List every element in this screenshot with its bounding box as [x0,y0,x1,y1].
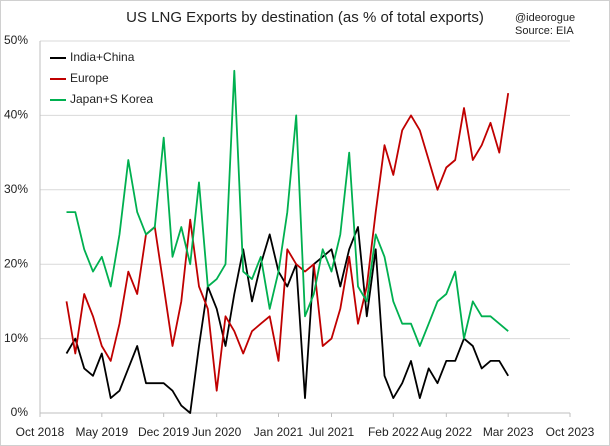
chart-title: US LNG Exports by destination (as % of t… [126,9,484,26]
x-tick-label: Oct 2018 [16,425,65,439]
x-tick-label: May 2019 [75,425,128,439]
y-tick-label: 10% [4,331,28,345]
annotation: Source: EIA [515,25,574,37]
y-tick-label: 0% [11,405,29,419]
y-tick-label: 30% [4,182,28,196]
series-line [65,226,509,414]
x-tick-label: Oct 2023 [546,425,595,439]
x-tick-label: Dec 2019 [138,425,190,439]
x-tick-label: Mar 2023 [483,425,534,439]
x-tick-label: Feb 2022 [368,425,419,439]
x-tick-label: Jul 2021 [309,425,355,439]
legend-label: Japan+S Korea [70,92,153,106]
y-tick-label: 40% [4,108,28,122]
x-tick-label: Jan 2021 [254,425,304,439]
y-tick-label: 20% [4,256,28,270]
y-tick-label: 50% [4,33,28,47]
legend-label: India+China [70,50,135,64]
x-tick-label: Jun 2020 [192,425,242,439]
series-line [66,69,509,347]
series-line [65,92,510,392]
legend-label: Europe [70,71,109,85]
x-tick-label: Aug 2022 [421,425,473,439]
annotation: @ideorogue [515,12,575,24]
